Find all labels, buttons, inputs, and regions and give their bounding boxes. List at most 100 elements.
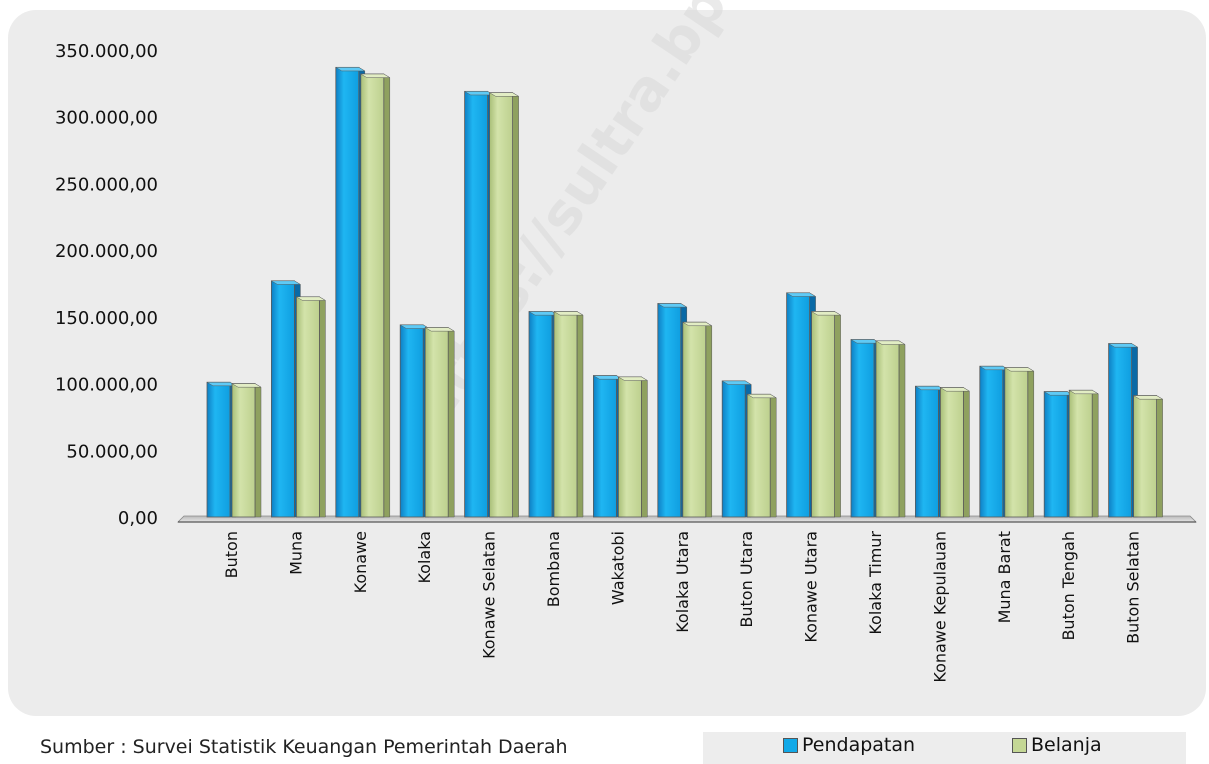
bar-belanja-top	[1003, 367, 1035, 372]
bar-belanja-side	[769, 393, 777, 518]
bar-pendapatan-face	[1043, 391, 1068, 518]
bar-belanja-face	[875, 340, 900, 518]
bar-belanja-face	[295, 296, 320, 518]
bar-belanja-face	[1133, 395, 1157, 518]
bar-belanja-face	[746, 393, 771, 518]
bar-belanja-side	[383, 73, 391, 518]
bar-belanja-side	[963, 387, 970, 518]
bar-belanja-side	[641, 376, 648, 518]
bar-belanja-face	[618, 376, 642, 518]
bar-pendapatan-face	[270, 280, 295, 518]
bar-pendapatan-top	[656, 303, 688, 308]
x-tick-label: Buton Selatan	[1124, 531, 1143, 644]
legend-swatch-pendapatan	[783, 737, 798, 753]
bar-belanja	[681, 321, 713, 518]
bar-pendapatan-face	[464, 90, 489, 518]
bar-belanja-side	[254, 383, 262, 518]
bar-belanja-top	[231, 383, 262, 388]
bar-pendapatan-top	[270, 280, 302, 285]
bar-belanja	[746, 393, 778, 518]
bar-belanja-face	[424, 327, 449, 518]
bar-belanja	[1132, 395, 1164, 518]
bar-belanja-side	[576, 311, 584, 518]
bar-belanja	[553, 311, 584, 518]
legend-swatch-belanja	[1012, 737, 1027, 753]
bar-belanja-side	[1027, 367, 1035, 518]
bar-belanja-face	[360, 73, 385, 518]
bar-belanja-face	[553, 311, 578, 518]
bar-belanja	[424, 327, 456, 518]
x-tick-label: Buton	[222, 531, 241, 578]
legend-item-pendapatan: Pendapatan	[783, 734, 915, 756]
bar-belanja	[810, 311, 842, 518]
x-tick-label: Muna	[286, 531, 305, 575]
bar-pendapatan-face	[206, 381, 231, 518]
bar-pendapatan-face	[915, 385, 939, 518]
bar-belanja-top	[875, 340, 906, 345]
y-tick-label: 0,00	[118, 508, 158, 529]
legend-item-belanja: Belanja	[1012, 734, 1102, 756]
x-tick-label: Buton Tengah	[1059, 531, 1078, 641]
x-axis-labels: Buton Muna Konawe Kolaka Konawe Selatan Bomba…	[222, 531, 1143, 683]
bar-belanja-face	[811, 311, 835, 518]
bar-pendapatan-face	[657, 303, 682, 518]
bar-belanja-side	[319, 296, 326, 518]
bar-belanja-side	[705, 321, 713, 518]
bar-belanja-side	[834, 311, 841, 518]
y-tick-label: 50.000,00	[66, 441, 158, 462]
bar-pendapatan-top	[785, 292, 817, 297]
bar-belanja	[488, 92, 520, 518]
bar-belanja-top	[488, 92, 520, 97]
bar-belanja-side	[1091, 389, 1099, 518]
bar-pendapatan-top	[721, 380, 753, 385]
bar-belanja	[295, 296, 327, 518]
bar-belanja-top	[295, 296, 327, 301]
bar-belanja-face	[231, 383, 256, 518]
legend: Pendapatan Belanja	[703, 732, 1186, 764]
bar-belanja	[359, 73, 391, 518]
bar-belanja	[939, 387, 971, 518]
legend-label-belanja: Belanja	[1031, 734, 1102, 756]
x-tick-label: Kolaka Utara	[673, 531, 692, 633]
y-tick-label: 150.000,00	[55, 308, 158, 329]
bar-belanja-top	[553, 311, 584, 316]
bar-belanja-face	[1068, 389, 1093, 518]
plot-area	[8, 10, 1206, 716]
bar-belanja-top	[746, 393, 778, 399]
bar-belanja	[1003, 367, 1035, 518]
x-tick-label: Konawe Selatan	[480, 531, 499, 659]
bar-pendapatan-face	[850, 339, 875, 518]
x-tick-label: Muna Barat	[995, 531, 1014, 623]
bar-pendapatan-face	[786, 292, 810, 518]
x-tick-label: Kolaka	[415, 531, 434, 584]
bar-pendapatan-face	[979, 365, 1004, 518]
bar-pendapatan-face	[528, 311, 553, 518]
y-axis-ticks: 0,00 50.000,00 100.000,00 150.000,00 200.000…	[55, 41, 158, 529]
bar-pendapatan-top	[1107, 343, 1139, 348]
bar-pendapatan-face	[721, 380, 746, 518]
bars	[206, 66, 1164, 518]
chart-floor	[177, 515, 1197, 523]
x-tick-label: Konawe Utara	[802, 531, 821, 643]
bar-belanja-face	[940, 387, 964, 518]
bar-belanja-face	[489, 92, 514, 518]
bar-belanja	[1068, 389, 1100, 518]
source-note: Sumber : Survei Statistik Keuangan Pemer…	[40, 736, 568, 758]
bar-belanja	[231, 383, 262, 518]
bar-pendapatan-face	[1108, 343, 1132, 518]
bar-belanja-face	[1004, 367, 1029, 518]
bar-pendapatan-face	[399, 324, 424, 518]
y-tick-label: 350.000,00	[55, 41, 158, 62]
bar-belanja-side	[447, 327, 455, 518]
bar-belanja-top	[424, 327, 456, 332]
x-tick-label: Bombana	[544, 531, 563, 607]
bar-pendapatan-top	[334, 67, 366, 72]
bar-pendapatan-face	[335, 66, 360, 518]
bar-belanja-face	[682, 321, 707, 518]
bar-belanja-top	[1132, 395, 1164, 400]
y-tick-label: 300.000,00	[55, 108, 158, 129]
bar-belanja-top	[617, 376, 649, 381]
y-tick-label: 100.000,00	[55, 375, 158, 396]
x-tick-label: Buton Utara	[737, 531, 756, 628]
